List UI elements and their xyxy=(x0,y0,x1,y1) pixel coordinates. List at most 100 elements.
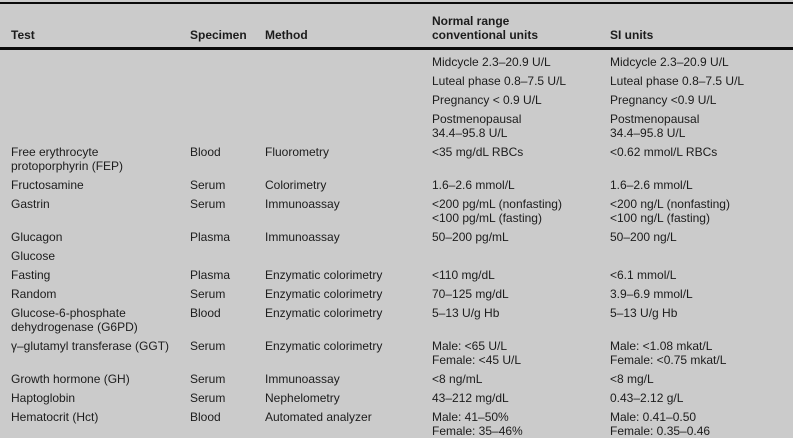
method-cell: Enzymatic colorimetry xyxy=(265,301,432,334)
method-cell xyxy=(265,244,432,263)
specimen-cell: Serum xyxy=(190,386,265,405)
test-cell: Glucagon xyxy=(0,225,190,244)
method-cell: Fluorometry xyxy=(265,140,432,173)
conventional-cell: <110 mg/dL xyxy=(432,263,610,282)
test-cell: Random xyxy=(0,282,190,301)
si-cell: Midcycle 2.3–20.9 U/L xyxy=(610,49,793,70)
si-cell: Postmenopausal 34.4–95.8 U/L xyxy=(610,107,793,140)
si-cell: Luteal phase 0.8–7.5 U/L xyxy=(610,69,793,88)
column-header-normal-range-conventional: Normal range conventional units xyxy=(432,3,610,49)
conventional-cell: <35 mg/dL RBCs xyxy=(432,140,610,173)
test-cell xyxy=(0,49,190,70)
si-cell: 0.43–2.12 g/L xyxy=(610,386,793,405)
specimen-cell: Serum xyxy=(190,334,265,367)
si-cell: <6.1 mmol/L xyxy=(610,263,793,282)
si-cell: 1.6–2.6 mmol/L xyxy=(610,173,793,192)
test-cell: γ–glutamyl transferase (GGT) xyxy=(0,334,190,367)
column-header-si-units: SI units xyxy=(610,3,793,49)
conventional-cell: <200 pg/mL (nonfasting) <100 pg/mL (fast… xyxy=(432,192,610,225)
method-cell xyxy=(265,69,432,88)
si-cell: 50–200 ng/L xyxy=(610,225,793,244)
specimen-cell: Blood xyxy=(190,140,265,173)
test-cell: Fasting xyxy=(0,263,190,282)
method-cell xyxy=(265,107,432,140)
specimen-cell: Serum xyxy=(190,173,265,192)
conventional-cell: <8 ng/mL xyxy=(432,367,610,386)
conventional-cell: Male: 41–50% Female: 35–46% xyxy=(432,405,610,438)
test-cell: Fructosamine xyxy=(0,173,190,192)
si-cell: Male: 0.41–0.50 Female: 0.35–0.46 xyxy=(610,405,793,438)
method-cell: Nephelometry xyxy=(265,386,432,405)
specimen-cell xyxy=(190,244,265,263)
method-cell xyxy=(265,88,432,107)
si-cell: 3.9–6.9 mmol/L xyxy=(610,282,793,301)
method-cell: Enzymatic colorimetry xyxy=(265,263,432,282)
specimen-cell: Blood xyxy=(190,301,265,334)
test-cell: Free erythrocyte protoporphyrin (FEP) xyxy=(0,140,190,173)
si-cell: <0.62 mmol/L RBCs xyxy=(610,140,793,173)
conventional-cell: Postmenopausal 34.4–95.8 U/L xyxy=(432,107,610,140)
specimen-cell: Plasma xyxy=(190,225,265,244)
specimen-cell: Plasma xyxy=(190,263,265,282)
header-row: Test Specimen Method Normal range conven… xyxy=(0,3,793,49)
conventional-cell: Male: <65 U/L Female: <45 U/L xyxy=(432,334,610,367)
column-header-test: Test xyxy=(0,3,190,49)
test-cell: Glucose xyxy=(0,244,190,263)
table-row: Glucose xyxy=(0,244,793,263)
conventional-cell xyxy=(432,244,610,263)
specimen-cell xyxy=(190,107,265,140)
conventional-cell: 5–13 U/g Hb xyxy=(432,301,610,334)
test-cell: Glucose-6-phosphate dehydrogenase (G6PD) xyxy=(0,301,190,334)
conventional-cell: Pregnancy < 0.9 U/L xyxy=(432,88,610,107)
specimen-cell: Serum xyxy=(190,282,265,301)
specimen-cell xyxy=(190,49,265,70)
method-cell: Automated analyzer xyxy=(265,405,432,438)
si-cell: 5–13 U/g Hb xyxy=(610,301,793,334)
specimen-cell: Blood xyxy=(190,405,265,438)
column-header-method: Method xyxy=(265,3,432,49)
si-cell: <8 mg/L xyxy=(610,367,793,386)
conventional-cell: 50–200 pg/mL xyxy=(432,225,610,244)
method-cell: Immunoassay xyxy=(265,192,432,225)
method-cell: Enzymatic colorimetry xyxy=(265,334,432,367)
test-cell xyxy=(0,107,190,140)
table-header: Test Specimen Method Normal range conven… xyxy=(0,3,793,49)
method-cell: Immunoassay xyxy=(265,225,432,244)
table-row: Glucose-6-phosphate dehydrogenase (G6PD)… xyxy=(0,301,793,334)
test-cell: Gastrin xyxy=(0,192,190,225)
table-row: Free erythrocyte protoporphyrin (FEP)Blo… xyxy=(0,140,793,173)
conventional-cell: Luteal phase 0.8–7.5 U/L xyxy=(432,69,610,88)
specimen-cell: Serum xyxy=(190,367,265,386)
conventional-cell: 43–212 mg/dL xyxy=(432,386,610,405)
si-cell: <200 ng/L (nonfasting) <100 ng/L (fastin… xyxy=(610,192,793,225)
test-cell: Hematocrit (Hct) xyxy=(0,405,190,438)
specimen-cell xyxy=(190,88,265,107)
column-header-specimen: Specimen xyxy=(190,3,265,49)
conventional-cell: 70–125 mg/dL xyxy=(432,282,610,301)
specimen-cell xyxy=(190,69,265,88)
specimen-cell: Serum xyxy=(190,192,265,225)
si-cell xyxy=(610,244,793,263)
method-cell: Immunoassay xyxy=(265,367,432,386)
test-cell: Haptoglobin xyxy=(0,386,190,405)
conventional-cell: 1.6–2.6 mmol/L xyxy=(432,173,610,192)
conventional-cell: Midcycle 2.3–20.9 U/L xyxy=(432,49,610,70)
si-cell: Male: <1.08 mkat/L Female: <0.75 mkat/L xyxy=(610,334,793,367)
test-cell: Growth hormone (GH) xyxy=(0,367,190,386)
method-cell xyxy=(265,49,432,70)
